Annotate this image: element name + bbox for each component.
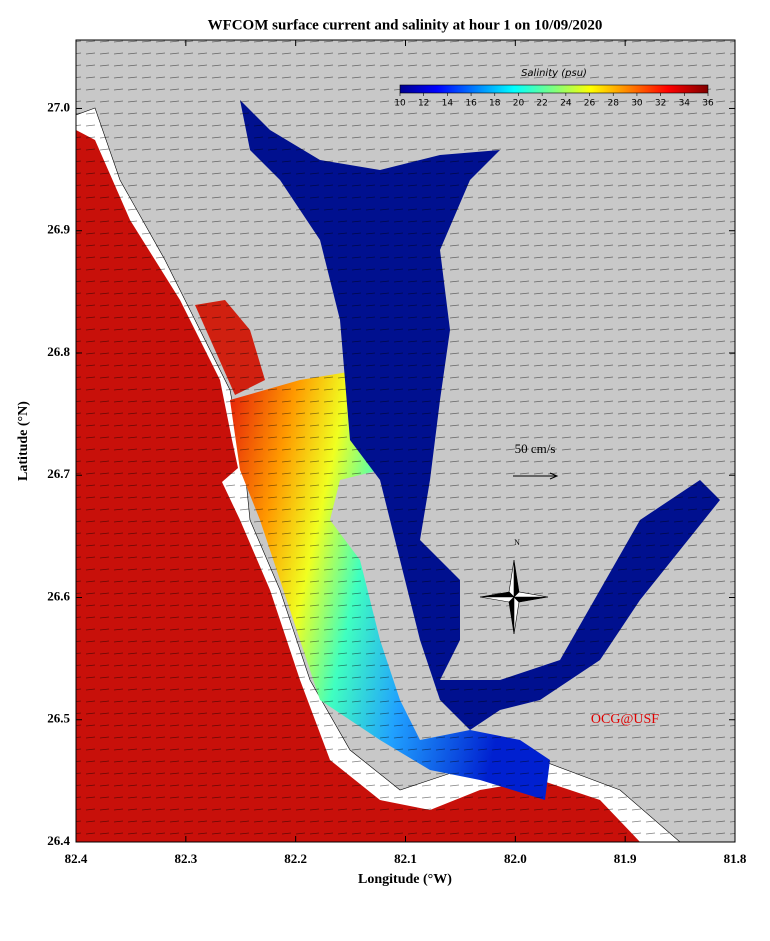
- x-tick-label: 81.9: [614, 851, 637, 866]
- x-tick-label: 82.0: [504, 851, 527, 866]
- current-vectors: [76, 40, 735, 842]
- x-tick-label: 81.8: [724, 851, 747, 866]
- y-tick-label: 26.7: [47, 466, 70, 481]
- scale-arrow: [513, 472, 559, 480]
- colorbar-tick-label: 26: [584, 99, 596, 109]
- colorbar-tick-label: 10: [394, 99, 406, 109]
- colorbar-tick-label: 14: [442, 99, 454, 109]
- x-tick-label: 82.2: [284, 851, 307, 866]
- x-tick-label: 82.4: [65, 851, 88, 866]
- y-tick-label: 26.4: [47, 833, 70, 848]
- colorbar: [399, 84, 709, 94]
- colorbar-tick-label: 20: [513, 99, 525, 109]
- x-axis-label: Longitude (°W): [358, 872, 452, 887]
- colorbar-label: Salinity (psu): [521, 68, 587, 79]
- scale-label: 50 cm/s: [515, 441, 556, 456]
- colorbar-tick-label: 30: [631, 99, 643, 109]
- colorbar-tick-label: 22: [536, 99, 547, 109]
- compass: [479, 559, 549, 635]
- colorbar-tick-label: 16: [465, 99, 477, 109]
- y-tick-label: 26.6: [47, 588, 70, 603]
- y-tick-label: 27.0: [47, 99, 70, 114]
- colorbar-tick-label: 32: [655, 99, 666, 109]
- y-tick-label: 26.8: [47, 344, 70, 359]
- x-tick-label: 82.1: [394, 851, 417, 866]
- colorbar-tick-label: 12: [418, 99, 429, 109]
- y-axis-label: Latitude (°N): [16, 401, 31, 481]
- compass-label: N: [514, 538, 520, 547]
- colorbar-tick-label: 18: [489, 99, 501, 109]
- x-tick-label: 82.3: [174, 851, 197, 866]
- y-tick-label: 26.9: [47, 222, 70, 237]
- y-tick-label: 26.5: [47, 711, 70, 726]
- credit: OCG@USF: [591, 712, 659, 727]
- title: WFCOM surface current and salinity at ho…: [208, 17, 603, 33]
- colorbar-tick-label: 28: [608, 99, 620, 109]
- colorbar-tick-label: 34: [679, 99, 691, 109]
- colorbar-tick-label: 24: [560, 99, 572, 109]
- colorbar-tick-label: 36: [702, 99, 714, 109]
